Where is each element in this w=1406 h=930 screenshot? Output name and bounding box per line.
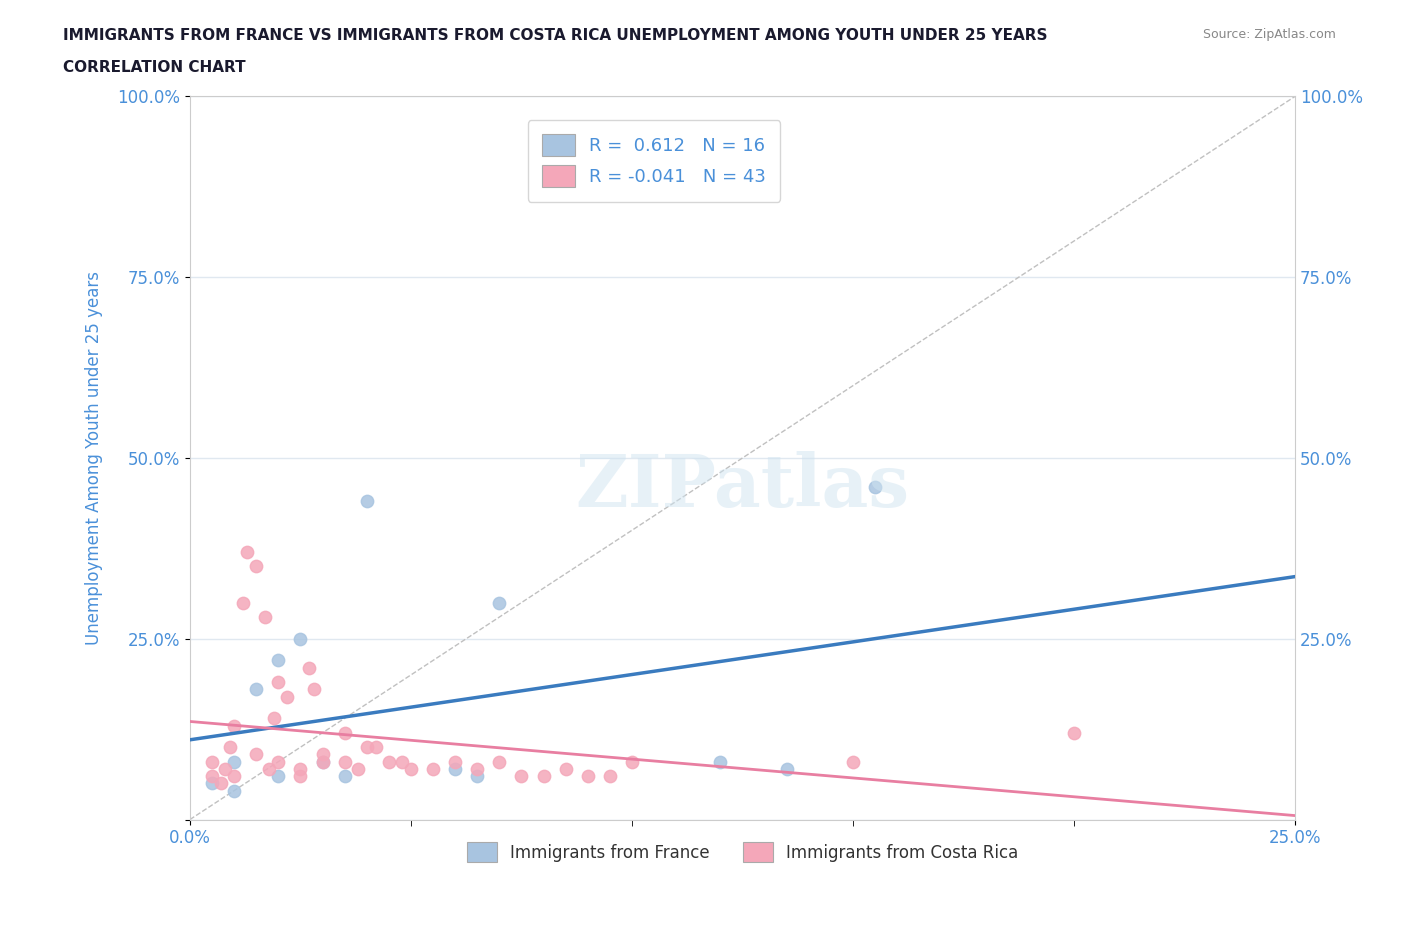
Point bbox=[1063, 725, 1085, 740]
Point bbox=[356, 739, 378, 754]
Point bbox=[488, 595, 510, 610]
Point bbox=[399, 762, 422, 777]
Point bbox=[333, 754, 356, 769]
Point bbox=[201, 754, 224, 769]
Point bbox=[533, 769, 555, 784]
Point bbox=[236, 545, 259, 560]
Point bbox=[276, 689, 298, 704]
Point bbox=[214, 762, 236, 777]
Point bbox=[267, 674, 290, 689]
Point bbox=[422, 762, 444, 777]
Point bbox=[302, 682, 325, 697]
Point bbox=[245, 682, 267, 697]
Point bbox=[554, 762, 576, 777]
Point bbox=[620, 754, 643, 769]
Point bbox=[245, 559, 267, 574]
Point bbox=[709, 754, 731, 769]
Point bbox=[842, 754, 865, 769]
Point bbox=[576, 769, 599, 784]
Point bbox=[311, 754, 333, 769]
Y-axis label: Unemployment Among Youth under 25 years: Unemployment Among Youth under 25 years bbox=[86, 271, 103, 645]
Point bbox=[224, 783, 246, 798]
Point bbox=[465, 769, 488, 784]
Point bbox=[391, 754, 413, 769]
Point bbox=[599, 769, 621, 784]
Point bbox=[333, 725, 356, 740]
Point bbox=[347, 762, 370, 777]
Point bbox=[218, 739, 240, 754]
Point bbox=[298, 660, 321, 675]
Point bbox=[776, 762, 799, 777]
Point bbox=[267, 769, 290, 784]
Point bbox=[201, 776, 224, 790]
Point bbox=[224, 754, 246, 769]
Text: CORRELATION CHART: CORRELATION CHART bbox=[63, 60, 246, 75]
Point bbox=[232, 595, 254, 610]
Point bbox=[364, 739, 387, 754]
Point bbox=[465, 762, 488, 777]
Point bbox=[356, 494, 378, 509]
Point bbox=[267, 754, 290, 769]
Point bbox=[267, 653, 290, 668]
Text: Source: ZipAtlas.com: Source: ZipAtlas.com bbox=[1202, 28, 1336, 41]
Point bbox=[333, 769, 356, 784]
Point bbox=[245, 747, 267, 762]
Text: IMMIGRANTS FROM FRANCE VS IMMIGRANTS FROM COSTA RICA UNEMPLOYMENT AMONG YOUTH UN: IMMIGRANTS FROM FRANCE VS IMMIGRANTS FRO… bbox=[63, 28, 1047, 43]
Point bbox=[444, 762, 467, 777]
Point bbox=[488, 754, 510, 769]
Point bbox=[311, 754, 333, 769]
Point bbox=[259, 762, 281, 777]
Text: ZIPatlas: ZIPatlas bbox=[575, 451, 910, 523]
Point bbox=[254, 610, 277, 625]
Point bbox=[201, 769, 224, 784]
Point bbox=[263, 711, 285, 725]
Point bbox=[311, 747, 333, 762]
Point bbox=[290, 762, 312, 777]
Point bbox=[290, 631, 312, 646]
Point bbox=[224, 769, 246, 784]
Point bbox=[209, 776, 232, 790]
Point bbox=[510, 769, 533, 784]
Point bbox=[444, 754, 467, 769]
Point bbox=[224, 718, 246, 733]
Point bbox=[863, 480, 886, 495]
Point bbox=[378, 754, 401, 769]
Point bbox=[290, 769, 312, 784]
Legend: Immigrants from France, Immigrants from Costa Rica: Immigrants from France, Immigrants from … bbox=[460, 835, 1025, 869]
